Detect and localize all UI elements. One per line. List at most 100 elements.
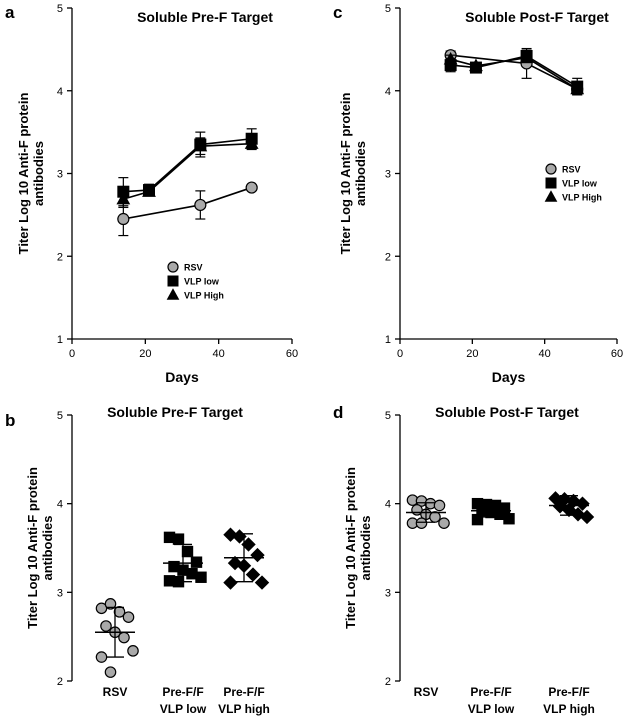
data-point [116,191,131,205]
x-tick-label: 0 [397,348,403,360]
data-point [245,181,258,194]
data-point [117,212,130,226]
data-point [471,513,484,526]
y-tick-label: 2 [57,251,63,263]
series-vlp-high [116,136,259,209]
panel-c: c Soluble Post-F Target 1 2 3 4 5 Titer Log 10 … [333,3,623,385]
data-point [95,602,108,615]
data-point [254,575,270,590]
data-point [195,571,207,583]
y-tick-label: 4 [385,499,391,511]
data-point [104,598,117,610]
x-tick-label: 20 [466,348,478,360]
panel-letter: c [333,3,342,22]
x-axis-label: Days [492,369,526,385]
data-point [95,651,108,663]
x-axis-label: Days [165,369,199,385]
group-2: Pre-F/F VLP high [218,527,270,716]
x-tick-label: 0 [69,348,75,360]
legend-label: VLP High [184,291,224,301]
y-tick-label: 4 [57,499,63,511]
chart-title: Soluble Pre-F Target [107,404,243,420]
y-tick-label: 4 [57,86,63,98]
legend-marker [167,261,179,273]
data-point [244,136,259,149]
data-point [415,517,428,529]
category-label: RSV [103,685,128,699]
y-axis-label: Titer Log 10 Anti-F protein [343,467,358,629]
category-label: VLP low [160,702,207,716]
data-point [443,51,458,65]
y-tick-label: 5 [57,3,63,15]
group-0: RSV [95,598,139,699]
legend-marker [545,177,557,189]
data-point [438,517,450,529]
group-2: Pre-F/F VLP high [543,491,595,716]
series-line [123,186,252,220]
data-point [142,184,156,197]
legend-label: RSV [184,263,203,273]
data-point [193,138,208,152]
y-axis-label: Titer Log 10 Anti-F protein [16,93,31,255]
data-point [575,496,590,511]
data-point [245,567,261,582]
category-label: Pre-F/F [470,685,511,699]
y-axis-label: Titer Log 10 Anti-F protein [25,467,40,629]
series-line [450,56,578,90]
category-label: Pre-F/F [223,685,264,699]
data-point [469,58,483,72]
data-point [172,533,185,545]
x-tick-label: 40 [539,348,551,360]
data-point [503,513,515,525]
panel-d: d Soluble Post-F Target 2 3 4 5 Titer Log 10 A… [333,403,595,716]
category-label: VLP high [543,702,595,716]
data-point [190,556,203,568]
data-point [104,666,117,678]
data-point [122,611,135,623]
y-axis-label: antibodies [40,515,55,580]
group-1: Pre-F/F VLP low [160,531,207,716]
group-1: Pre-F/F VLP low [468,497,515,716]
legend-label: RSV [562,165,581,175]
data-point [100,620,112,632]
category-label: Pre-F/F [548,685,589,699]
y-tick-label: 1 [385,334,391,346]
y-axis-label: antibodies [31,141,46,206]
category-label: Pre-F/F [162,685,203,699]
category-label: VLP low [468,702,515,716]
data-point [519,50,534,63]
data-point [194,198,207,212]
legend-marker [544,190,558,202]
y-tick-label: 4 [385,86,391,98]
series-vlp-high [443,50,585,95]
data-point [570,81,585,95]
legend: RSV VLP low VLP High [166,261,224,301]
category-label: VLP high [218,702,270,716]
panel-letter: a [5,3,15,22]
group-0: RSV [406,494,450,699]
y-tick-label: 2 [385,676,391,688]
x-tick-label: 20 [139,348,151,360]
panel-letter: b [5,411,15,430]
data-point [250,547,265,563]
data-point [127,645,139,657]
data-point [579,509,595,525]
legend-label: VLP low [184,277,220,287]
data-point [433,499,446,512]
y-tick-label: 2 [385,251,391,263]
series-line [123,137,252,193]
y-tick-label: 5 [57,410,63,422]
legend: RSV VLP low VLP High [544,163,602,203]
chart-title: Soluble Pre-F Target [137,9,273,25]
x-tick-label: 60 [611,348,623,360]
data-point [223,575,238,590]
y-tick-label: 1 [57,334,63,346]
legend-marker [167,275,179,287]
panel-letter: d [333,403,343,422]
data-point [223,527,238,542]
data-point [118,631,130,644]
panel-b: b Soluble Pre-F Target 2 3 4 5 Titer Log 10 An… [5,404,270,716]
y-tick-label: 3 [385,587,391,599]
data-point [429,511,441,523]
y-tick-label: 2 [57,676,63,688]
